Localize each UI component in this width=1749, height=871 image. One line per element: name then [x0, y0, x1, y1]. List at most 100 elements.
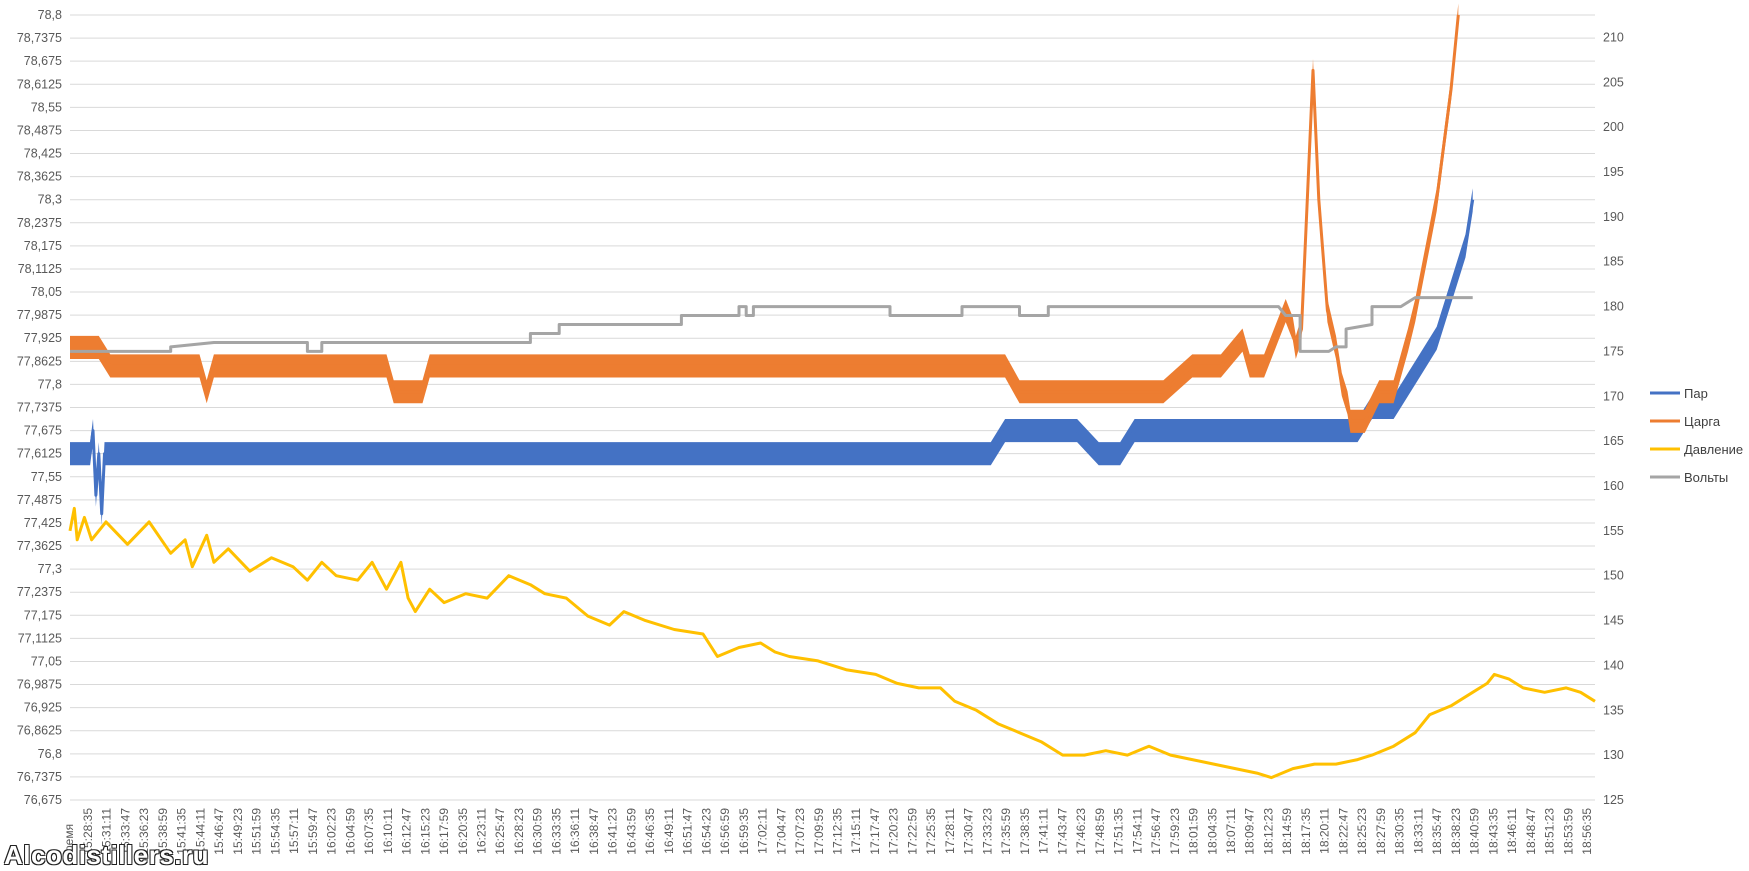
right-tick-label: 160 — [1603, 479, 1624, 493]
series-line-Вольты — [70, 296, 1473, 353]
x-tick-label: 16:41:23 — [606, 808, 620, 855]
x-tick-label: 18:35:47 — [1430, 808, 1444, 855]
x-tick-label: 15:49:23 — [231, 808, 245, 855]
right-tick-label: 185 — [1603, 255, 1624, 269]
left-tick-label: 78,55 — [31, 100, 62, 114]
x-tick-label: 17:07:23 — [793, 808, 807, 855]
x-tick-label: 17:59:23 — [1168, 808, 1182, 855]
left-tick-label: 77,675 — [24, 424, 62, 438]
x-tick-label: 17:43:47 — [1055, 808, 1069, 855]
series-band-Пар — [70, 188, 1473, 526]
x-tick-label: 16:20:35 — [456, 808, 470, 855]
legend-label: Пар — [1684, 386, 1708, 401]
series-line-Давление — [68, 506, 1596, 780]
left-tick-label: 78,7375 — [17, 31, 62, 45]
x-tick-label: 17:04:47 — [774, 808, 788, 855]
right-tick-label: 150 — [1603, 569, 1624, 583]
left-tick-label: 78,2375 — [17, 216, 62, 230]
left-tick-label: 77,3 — [38, 562, 62, 576]
x-tick-label: 17:56:47 — [1149, 808, 1163, 855]
x-tick-label: 15:28:35 — [81, 808, 95, 855]
left-tick-label: 78,8 — [38, 8, 62, 22]
legend: Пар Царга Давление Вольты — [1650, 386, 1743, 485]
x-tick-label: 17:09:59 — [812, 808, 826, 855]
series-line-Пар — [70, 199, 1475, 516]
left-tick-label: 76,9875 — [17, 678, 62, 692]
x-tick-label: 17:02:11 — [756, 808, 770, 854]
right-tick-label: 210 — [1603, 30, 1624, 44]
left-tick-label: 77,425 — [24, 516, 62, 530]
legend-label: Давление — [1684, 442, 1743, 457]
right-tick-label: 180 — [1603, 300, 1624, 314]
x-tick-label: 17:15:11 — [849, 808, 863, 854]
left-tick-label: 77,7375 — [17, 401, 62, 415]
x-tick-label: 16:43:59 — [624, 808, 638, 855]
x-tick-label: 15:54:35 — [268, 808, 282, 855]
x-tick-label: 18:12:23 — [1261, 808, 1275, 855]
x-tick-label: 15:44:11 — [193, 808, 207, 854]
x-tick-label: 17:35:59 — [999, 808, 1013, 855]
x-tick-label: 16:25:47 — [493, 808, 507, 855]
x-tick-label: 15:33:47 — [118, 808, 132, 855]
x-tick-label: 18:22:47 — [1336, 808, 1350, 855]
x-tick-label: 15:41:35 — [175, 808, 189, 855]
x-tick-label: 17:48:59 — [1093, 808, 1107, 855]
x-tick-label: 18:48:47 — [1524, 808, 1538, 855]
left-tick-label: 78,6125 — [17, 77, 62, 91]
x-tick-label: 15:31:11 — [100, 808, 114, 854]
x-tick-label: 15:36:23 — [137, 808, 151, 855]
x-tick-label: 16:30:59 — [531, 808, 545, 855]
x-tick-label: 16:49:11 — [662, 808, 676, 854]
x-tick-label: 18:38:23 — [1449, 808, 1463, 855]
legend-label: Царга — [1684, 414, 1721, 429]
x-tick-label: 17:25:35 — [924, 808, 938, 855]
left-tick-label: 77,2375 — [17, 585, 62, 599]
x-axis-label: Время — [62, 824, 76, 860]
x-tick-label: 16:28:23 — [512, 808, 526, 855]
right-tick-label: 140 — [1603, 658, 1624, 672]
right-tick-label: 195 — [1603, 165, 1624, 179]
x-axis-tick-labels: Время 15:28:35 15:31:11 15:33:47 15:36:23 15:… — [62, 808, 1594, 860]
x-tick-label: 15:46:47 — [212, 808, 226, 855]
left-tick-label: 78,425 — [24, 147, 62, 161]
x-tick-label: 18:27:59 — [1374, 808, 1388, 855]
x-tick-label: 17:33:23 — [980, 808, 994, 855]
x-tick-label: 15:59:47 — [306, 808, 320, 855]
left-tick-label: 78,05 — [31, 285, 62, 299]
x-tick-label: 16:36:11 — [568, 808, 582, 854]
left-axis-tick-labels: 76,675 76,7375 76,8 76,8625 76,925 76,9875 77,… — [17, 8, 62, 807]
x-tick-label: 17:30:47 — [962, 808, 976, 855]
left-tick-label: 76,675 — [24, 793, 62, 807]
left-tick-label: 78,175 — [24, 239, 62, 253]
legend-label: Вольты — [1684, 470, 1728, 485]
x-tick-label: 17:17:47 — [868, 808, 882, 855]
x-tick-label: 17:22:59 — [905, 808, 919, 855]
right-tick-label: 200 — [1603, 120, 1624, 134]
x-tick-label: 18:46:11 — [1505, 808, 1519, 854]
x-tick-label: 15:38:59 — [156, 808, 170, 855]
x-tick-label: 16:07:35 — [362, 808, 376, 855]
x-tick-label: 18:20:11 — [1318, 808, 1332, 854]
x-tick-label: 18:14:59 — [1280, 808, 1294, 855]
left-tick-label: 77,175 — [24, 608, 62, 622]
x-tick-label: 18:04:35 — [1205, 808, 1219, 855]
x-tick-label: 15:57:11 — [287, 808, 301, 854]
right-tick-label: 125 — [1603, 793, 1624, 807]
x-tick-label: 17:54:11 — [1130, 808, 1144, 854]
right-tick-label: 205 — [1603, 75, 1624, 89]
x-tick-label: 16:54:23 — [699, 808, 713, 855]
right-tick-label: 145 — [1603, 614, 1624, 628]
x-tick-label: 17:38:35 — [1018, 808, 1032, 855]
x-tick-label: 18:01:59 — [1187, 808, 1201, 855]
x-tick-label: 18:53:59 — [1561, 808, 1575, 855]
x-tick-label: 18:43:35 — [1486, 808, 1500, 855]
x-tick-label: 17:12:35 — [831, 808, 845, 855]
x-tick-label: 16:46:35 — [643, 808, 657, 855]
right-tick-label: 190 — [1603, 210, 1624, 224]
left-tick-label: 78,3625 — [17, 170, 62, 184]
x-tick-label: 18:17:35 — [1299, 808, 1313, 855]
x-tick-label: 16:17:59 — [437, 808, 451, 855]
left-tick-label: 78,3 — [38, 193, 62, 207]
series-band-Царга — [70, 3, 1459, 433]
